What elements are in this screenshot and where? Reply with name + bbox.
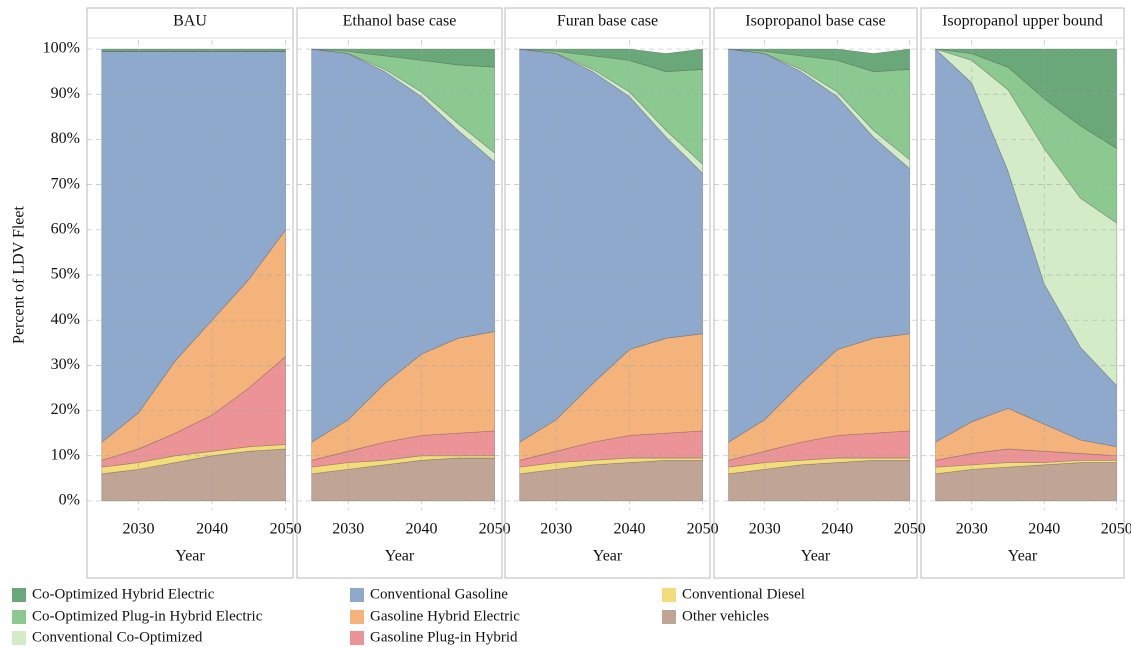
panel-title: Ethanol base case bbox=[343, 13, 457, 30]
x-tick-label: 2050 bbox=[1101, 521, 1131, 538]
y-tick-label: 10% bbox=[51, 446, 80, 463]
area bbox=[728, 48, 911, 170]
legend-swatch bbox=[12, 610, 26, 624]
x-tick-label: 2050 bbox=[687, 521, 719, 538]
legend-label: Gasoline Plug-in Hybrid bbox=[370, 629, 518, 645]
y-tick-label: 50% bbox=[51, 266, 80, 283]
x-tick-label: 2030 bbox=[332, 521, 364, 538]
legend-swatch bbox=[12, 588, 26, 602]
x-tick-label: 2040 bbox=[821, 521, 853, 538]
y-tick-label: 30% bbox=[51, 356, 80, 373]
legend-swatch bbox=[350, 588, 364, 602]
legend-label: Co-Optimized Plug-in Hybrid Electric bbox=[32, 608, 263, 624]
y-tick-label: 20% bbox=[51, 401, 80, 418]
y-tick-label: 60% bbox=[51, 220, 80, 237]
x-axis-label: Year bbox=[1008, 548, 1038, 565]
area bbox=[311, 48, 496, 154]
panel-frame bbox=[296, 7, 503, 579]
legend-swatch bbox=[350, 631, 364, 645]
panel-title: Furan base case bbox=[557, 13, 658, 30]
legend-swatch bbox=[662, 610, 676, 624]
legend-swatch bbox=[662, 588, 676, 602]
x-tick-label: 2050 bbox=[270, 521, 302, 538]
panel-frame bbox=[920, 7, 1125, 579]
x-tick-label: 2040 bbox=[196, 521, 228, 538]
x-tick-label: 2040 bbox=[613, 521, 645, 538]
x-tick-label: 2040 bbox=[1028, 521, 1060, 538]
panel-title: Isopropanol upper bound bbox=[942, 13, 1103, 30]
legend-label: Conventional Diesel bbox=[682, 586, 805, 602]
x-axis-label: Year bbox=[801, 548, 831, 565]
x-axis-label: Year bbox=[593, 548, 623, 565]
y-tick-label: 80% bbox=[51, 130, 80, 147]
panel-frame bbox=[713, 7, 918, 579]
x-axis-label: Year bbox=[385, 548, 415, 565]
panel-title: BAU bbox=[173, 13, 207, 30]
area bbox=[101, 355, 286, 468]
y-axis-label: Percent of LDV Fleet bbox=[11, 206, 28, 344]
legend-label: Other vehicles bbox=[682, 608, 769, 624]
x-axis-label: Year bbox=[175, 548, 205, 565]
legend-swatch bbox=[12, 631, 26, 645]
x-tick-label: 2050 bbox=[479, 521, 511, 538]
legend-label: Gasoline Hybrid Electric bbox=[370, 608, 520, 624]
legend-swatch bbox=[350, 610, 364, 624]
x-tick-label: 2030 bbox=[123, 521, 155, 538]
panel-frame bbox=[504, 7, 711, 579]
panel-frame bbox=[86, 7, 294, 579]
legend-label: Conventional Co-Optimized bbox=[32, 629, 203, 645]
x-tick-label: 2040 bbox=[405, 521, 437, 538]
x-tick-label: 2030 bbox=[956, 521, 988, 538]
y-tick-label: 100% bbox=[43, 40, 80, 57]
y-tick-label: 90% bbox=[51, 85, 80, 102]
panel-title: Isopropanol base case bbox=[745, 13, 885, 30]
y-tick-label: 40% bbox=[51, 311, 80, 328]
y-tick-label: 0% bbox=[59, 492, 80, 509]
x-tick-label: 2030 bbox=[540, 521, 572, 538]
x-tick-label: 2030 bbox=[749, 521, 781, 538]
y-tick-label: 70% bbox=[51, 175, 80, 192]
legend-label: Conventional Gasoline bbox=[370, 586, 508, 602]
x-tick-label: 2050 bbox=[894, 521, 926, 538]
legend-label: Co-Optimized Hybrid Electric bbox=[32, 586, 215, 602]
